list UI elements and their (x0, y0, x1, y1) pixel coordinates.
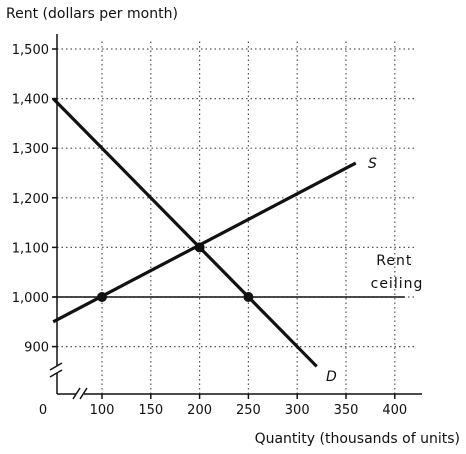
x-tick-label: 150 (138, 403, 163, 418)
x-tick-label: 200 (187, 403, 212, 418)
marker-point (97, 292, 107, 302)
marker-point (243, 292, 254, 302)
x-tick-label: 100 (90, 403, 115, 418)
curves (52, 97, 405, 368)
supply-curve-label: S (368, 156, 377, 172)
x-tick-label: 350 (334, 403, 359, 418)
y-axis-break-mark (49, 362, 63, 371)
tick-labels: 900 1,000 1,100 1,200 1,300 1,400 1,500 100 150 2… (12, 43, 407, 418)
demand-curve (52, 97, 318, 368)
x-tick-label: 300 (285, 403, 310, 418)
y-tick-label: 1,200 (12, 192, 49, 207)
x-axis-break-gap (76, 389, 84, 399)
demand-curve-label: D (326, 369, 337, 385)
y-tick-label: 900 (24, 341, 49, 356)
x-axis-title: Quantity (thousands of units) (255, 431, 460, 447)
x-axis-break-mark (79, 387, 88, 400)
marker-point (194, 242, 205, 253)
x-axis-break-mark (72, 387, 81, 400)
rent-ceiling-label: Rent ceiling (371, 253, 424, 292)
gridlines (57, 40, 415, 394)
x-tick-label: 400 (382, 403, 407, 418)
y-tick-label: 1,400 (12, 93, 49, 108)
y-tick-label: 1,000 (12, 291, 49, 306)
axes (49, 34, 422, 400)
y-tick-label: 1,100 (12, 241, 49, 256)
y-axis-break-gap (52, 366, 62, 373)
y-tick-label: 1,500 (12, 43, 49, 58)
origin-label: 0 (39, 403, 47, 418)
y-tick-label: 1,300 (12, 142, 49, 157)
equilibrium-markers (97, 242, 254, 302)
y-axis-break-mark (49, 369, 63, 378)
y-axis-title: Rent (dollars per month) (6, 6, 178, 22)
x-tick-label: 250 (236, 403, 261, 418)
